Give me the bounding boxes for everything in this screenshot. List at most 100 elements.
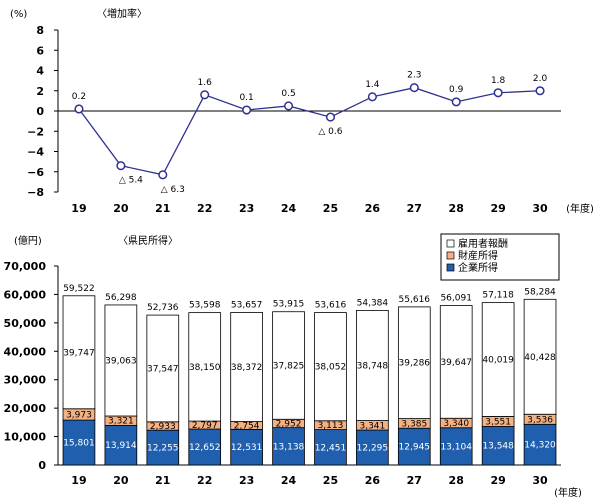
bar-segment — [439, 427, 473, 466]
bar-segment-value-label: 39,063 — [105, 356, 137, 366]
line-y-tick-label: −8 — [27, 186, 44, 199]
bar-segment-value-label: 40,428 — [524, 353, 556, 363]
growth-rate-point — [242, 105, 252, 115]
bar-segment-value-label: 39,647 — [440, 358, 472, 368]
growth-rate-point — [116, 161, 126, 171]
line-x-tick-label: 29 — [490, 202, 505, 215]
bar-segment-value-label: 2,933 — [150, 422, 176, 432]
growth-rate-point — [409, 83, 419, 93]
bar-total-label: 53,657 — [231, 300, 263, 310]
bar-total-label: 56,298 — [105, 293, 137, 303]
legend-label: 財産所得 — [458, 249, 498, 262]
line-x-tick-label: 20 — [113, 202, 129, 215]
bar-segment-value-label: 38,748 — [357, 361, 389, 371]
bar-segment — [62, 295, 96, 410]
bar-segment-value-label: 3,113 — [318, 421, 344, 431]
growth-rate-value-label: △ 0.6 — [318, 127, 342, 137]
growth-rate-value-label: 0.2 — [72, 92, 86, 102]
growth-rate-value-label: 1.8 — [491, 76, 506, 86]
line-x-tick-label: 22 — [197, 202, 212, 215]
growth-rate-value-label: △ 5.4 — [119, 176, 143, 186]
bar-y-tick-label: 30,000 — [4, 374, 47, 387]
bar-segment-value-label: 13,914 — [105, 441, 137, 451]
growth-rate-point — [74, 104, 84, 114]
line-x-tick-label: 26 — [365, 202, 381, 215]
line-x-tick-label: 28 — [449, 202, 464, 215]
bar-segment-value-label: 12,255 — [147, 444, 179, 454]
bar-segment-value-label: 12,652 — [189, 443, 221, 453]
growth-rate-point — [200, 90, 210, 100]
bar-y-tick-label: 40,000 — [4, 345, 47, 358]
growth-rate-value-label: 0.9 — [449, 85, 464, 95]
bar-x-tick-label: 23 — [239, 474, 254, 487]
bar-x-tick-label: 20 — [113, 474, 129, 487]
bar-segment-value-label: 38,372 — [231, 363, 263, 373]
bar-segment — [272, 427, 305, 466]
bar-x-tick-label: 27 — [407, 474, 422, 487]
bar-x-tick-label: 25 — [323, 474, 338, 487]
line-x-tick-label: 27 — [407, 202, 422, 215]
line-x-tick-label: 21 — [155, 202, 170, 215]
bar-x-tick-label: 22 — [197, 474, 212, 487]
growth-rate-point — [535, 86, 545, 96]
bar-y-tick-label: 50,000 — [4, 317, 47, 330]
bar-total-label: 55,616 — [399, 295, 431, 305]
bar-x-tick-label: 24 — [281, 474, 297, 487]
bar-segment-value-label: 3,551 — [485, 417, 511, 427]
line-y-unit: (%) — [10, 9, 27, 20]
line-y-tick-label: 2 — [36, 85, 44, 98]
bar-total-label: 56,091 — [440, 294, 472, 304]
bar-segment — [481, 426, 515, 466]
bar-y-unit: (億円) — [14, 234, 42, 247]
bar-segment — [146, 429, 180, 466]
legend-label: 雇用者報酬 — [458, 237, 508, 250]
growth-rate-value-label: 0.5 — [281, 89, 295, 99]
bar-segment-value-label: 3,321 — [108, 417, 134, 427]
bar-y-tick-label: 20,000 — [4, 402, 47, 415]
line-y-tick-label: 4 — [36, 65, 44, 78]
line-x-tick-label: 19 — [71, 202, 86, 215]
bar-segment — [188, 312, 222, 422]
growth-rate-point — [493, 88, 503, 98]
bar-segment — [230, 312, 263, 422]
bar-segment-value-label: 3,973 — [66, 410, 92, 420]
line-x-unit: (年度) — [566, 202, 594, 215]
line-y-tick-label: −6 — [27, 166, 44, 179]
bar-segment — [523, 298, 557, 415]
bar-x-tick-label: 28 — [449, 474, 464, 487]
bar-segment-value-label: 13,104 — [440, 442, 472, 452]
line-y-tick-label: 6 — [36, 44, 44, 57]
bar-segment-value-label: 3,340 — [443, 419, 469, 429]
line-x-tick-label: 24 — [281, 202, 297, 215]
bar-segment-value-label: 3,536 — [527, 415, 553, 425]
bar-segment-value-label: 37,825 — [273, 361, 305, 371]
growth-rate-point — [451, 97, 461, 107]
growth-rate-value-label: 1.6 — [198, 78, 213, 88]
bar-y-tick-label: 60,000 — [4, 288, 47, 301]
bar-segment — [272, 311, 305, 420]
growth-rate-point — [158, 170, 168, 180]
growth-rate-value-label: 1.4 — [365, 80, 380, 90]
bar-total-label: 53,616 — [315, 301, 347, 311]
legend-swatch — [446, 251, 455, 260]
bar-segment — [314, 429, 347, 466]
bar-total-label: 53,598 — [189, 301, 221, 311]
bar-segment — [146, 314, 180, 423]
bar-segment-value-label: 3,385 — [401, 419, 427, 429]
bar-total-label: 58,284 — [524, 287, 556, 297]
legend-swatch — [446, 239, 455, 248]
bar-segment-value-label: 39,286 — [399, 359, 431, 369]
line-chart-title: 〈増加率〉 — [97, 7, 147, 20]
bar-segment-value-label: 13,138 — [273, 442, 305, 452]
bar-segment — [481, 302, 515, 417]
bar-segment-value-label: 12,945 — [399, 443, 431, 453]
legend-label: 企業所得 — [458, 261, 498, 274]
prefectural-income-bar-chart: (億円) 〈県民所得〉 0 10,000 20,000 30,000 40,000 50,00… — [4, 233, 582, 499]
bar-segment-value-label: 14,320 — [524, 441, 556, 451]
line-y-tick-label: 0 — [36, 105, 44, 118]
bar-total-label: 54,384 — [357, 298, 389, 308]
growth-rate-value-label: 0.1 — [239, 93, 253, 103]
bar-total-label: 59,522 — [63, 284, 95, 294]
bar-segment — [104, 425, 138, 466]
